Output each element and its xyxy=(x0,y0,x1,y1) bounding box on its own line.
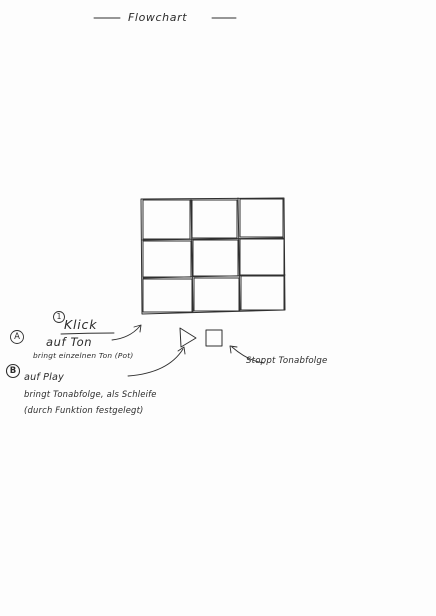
marker-1: 1 xyxy=(56,312,62,321)
arrow-ton-head xyxy=(133,324,142,333)
bringt-ton-note: bringt einzelnen Ton (Pot) xyxy=(33,351,134,360)
marker-b-circle xyxy=(5,363,21,379)
tone-cell-1-1[interactable] xyxy=(142,199,191,240)
auf-play-label: auf Play xyxy=(24,372,64,383)
tone-cell-2-1[interactable] xyxy=(142,240,192,278)
tone-cell-1-2[interactable] xyxy=(191,199,238,239)
durch-funktion-note: (durch Funktion festgelegt) xyxy=(24,405,144,415)
arrow-play-to-triangle xyxy=(127,348,184,377)
auf-ton-label: auf Ton xyxy=(46,335,93,349)
tone-cell-2-2[interactable] xyxy=(192,239,239,277)
page-title: Flowchart xyxy=(128,11,188,24)
arrow-stop-to-square xyxy=(231,346,265,364)
marker-a-circle xyxy=(10,330,24,344)
grid-row-line-1 xyxy=(141,237,285,241)
tone-cell-2-3[interactable] xyxy=(239,238,285,276)
arrow-stop-head xyxy=(229,345,238,354)
tone-cell-3-2[interactable] xyxy=(193,277,240,312)
klick-underline xyxy=(60,332,115,335)
marker-1-circle xyxy=(53,311,65,323)
tone-cell-3-1[interactable] xyxy=(142,278,193,313)
arrow-play-head xyxy=(177,346,186,355)
stop-square-icon[interactable] xyxy=(205,329,223,347)
marker-a: A xyxy=(14,332,20,342)
bringt-folge-note: bringt Tonabfolge, als Schleife xyxy=(24,389,157,399)
stoppt-label: Stoppt Tonabfolge xyxy=(246,356,328,366)
grid-outer-frame xyxy=(140,197,286,315)
tone-grid xyxy=(140,197,286,315)
tone-cells xyxy=(142,198,285,313)
arrow-ton-to-grid xyxy=(111,325,141,341)
marker-b: B xyxy=(9,366,17,376)
tone-cell-3-3[interactable] xyxy=(240,275,285,311)
play-triangle-icon[interactable] xyxy=(179,327,197,348)
grid-col-line-2 xyxy=(237,197,241,312)
tone-cell-1-3[interactable] xyxy=(239,198,284,238)
grid-col-line-1 xyxy=(190,198,194,313)
klick-label: Klick xyxy=(64,317,98,332)
